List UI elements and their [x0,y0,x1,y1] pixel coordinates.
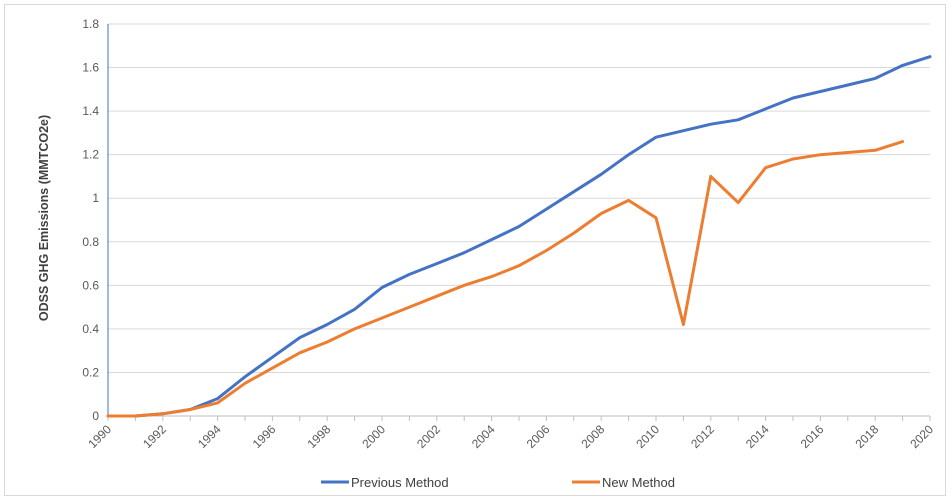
y-axis-tick-labels: 0 0.2 0.4 0.6 0.8 1 1.2 1.4 1.6 1.8 [82,17,99,423]
x-tick-label: 1992 [140,422,169,451]
y-axis-label: ODSS GHG Emissions (MMTCO2e) [37,115,51,321]
series-line-1 [106,140,905,418]
x-tick-label: 2012 [688,422,717,451]
x-tick-label: 2000 [359,422,388,451]
x-tick-label: 2002 [414,422,443,451]
x-tick-label: 2016 [798,422,827,451]
series-line-0 [106,55,932,418]
y-tick-label: 0.2 [82,365,99,379]
y-tick-label: 0 [92,409,99,423]
x-tick-label: 2018 [853,422,882,451]
x-tick-label: 2010 [633,422,662,451]
legend-label: Previous Method [351,475,449,490]
x-axis-tick-labels: 1990 1992 1994 1996 1998 2000 2002 2004 2006 2008… [85,422,936,451]
legend-label: New Method [602,475,675,490]
axes [107,24,931,421]
y-tick-label: 0.6 [82,278,99,292]
y-tick-label: 1 [92,191,99,205]
x-tick-label: 1996 [250,422,279,451]
x-tick-label: 1990 [85,422,114,451]
y-tick-label: 1.4 [82,104,99,118]
series-lines [106,55,932,418]
x-tick-label: 2020 [907,422,936,451]
gridlines [108,23,930,373]
y-tick-label: 1.2 [82,148,99,162]
x-tick-label: 1994 [195,422,224,451]
x-tick-label: 2004 [469,422,498,451]
x-tick-label: 2014 [743,422,772,451]
y-tick-label: 0.8 [82,235,99,249]
legend: Previous Method New Method [321,475,675,490]
x-tick-label: 2008 [579,422,608,451]
y-tick-label: 1.8 [82,17,99,31]
x-tick-label: 1998 [305,422,334,451]
x-tick-label: 2006 [524,422,553,451]
y-tick-label: 0.4 [82,322,99,336]
y-tick-label: 1.6 [82,61,99,75]
